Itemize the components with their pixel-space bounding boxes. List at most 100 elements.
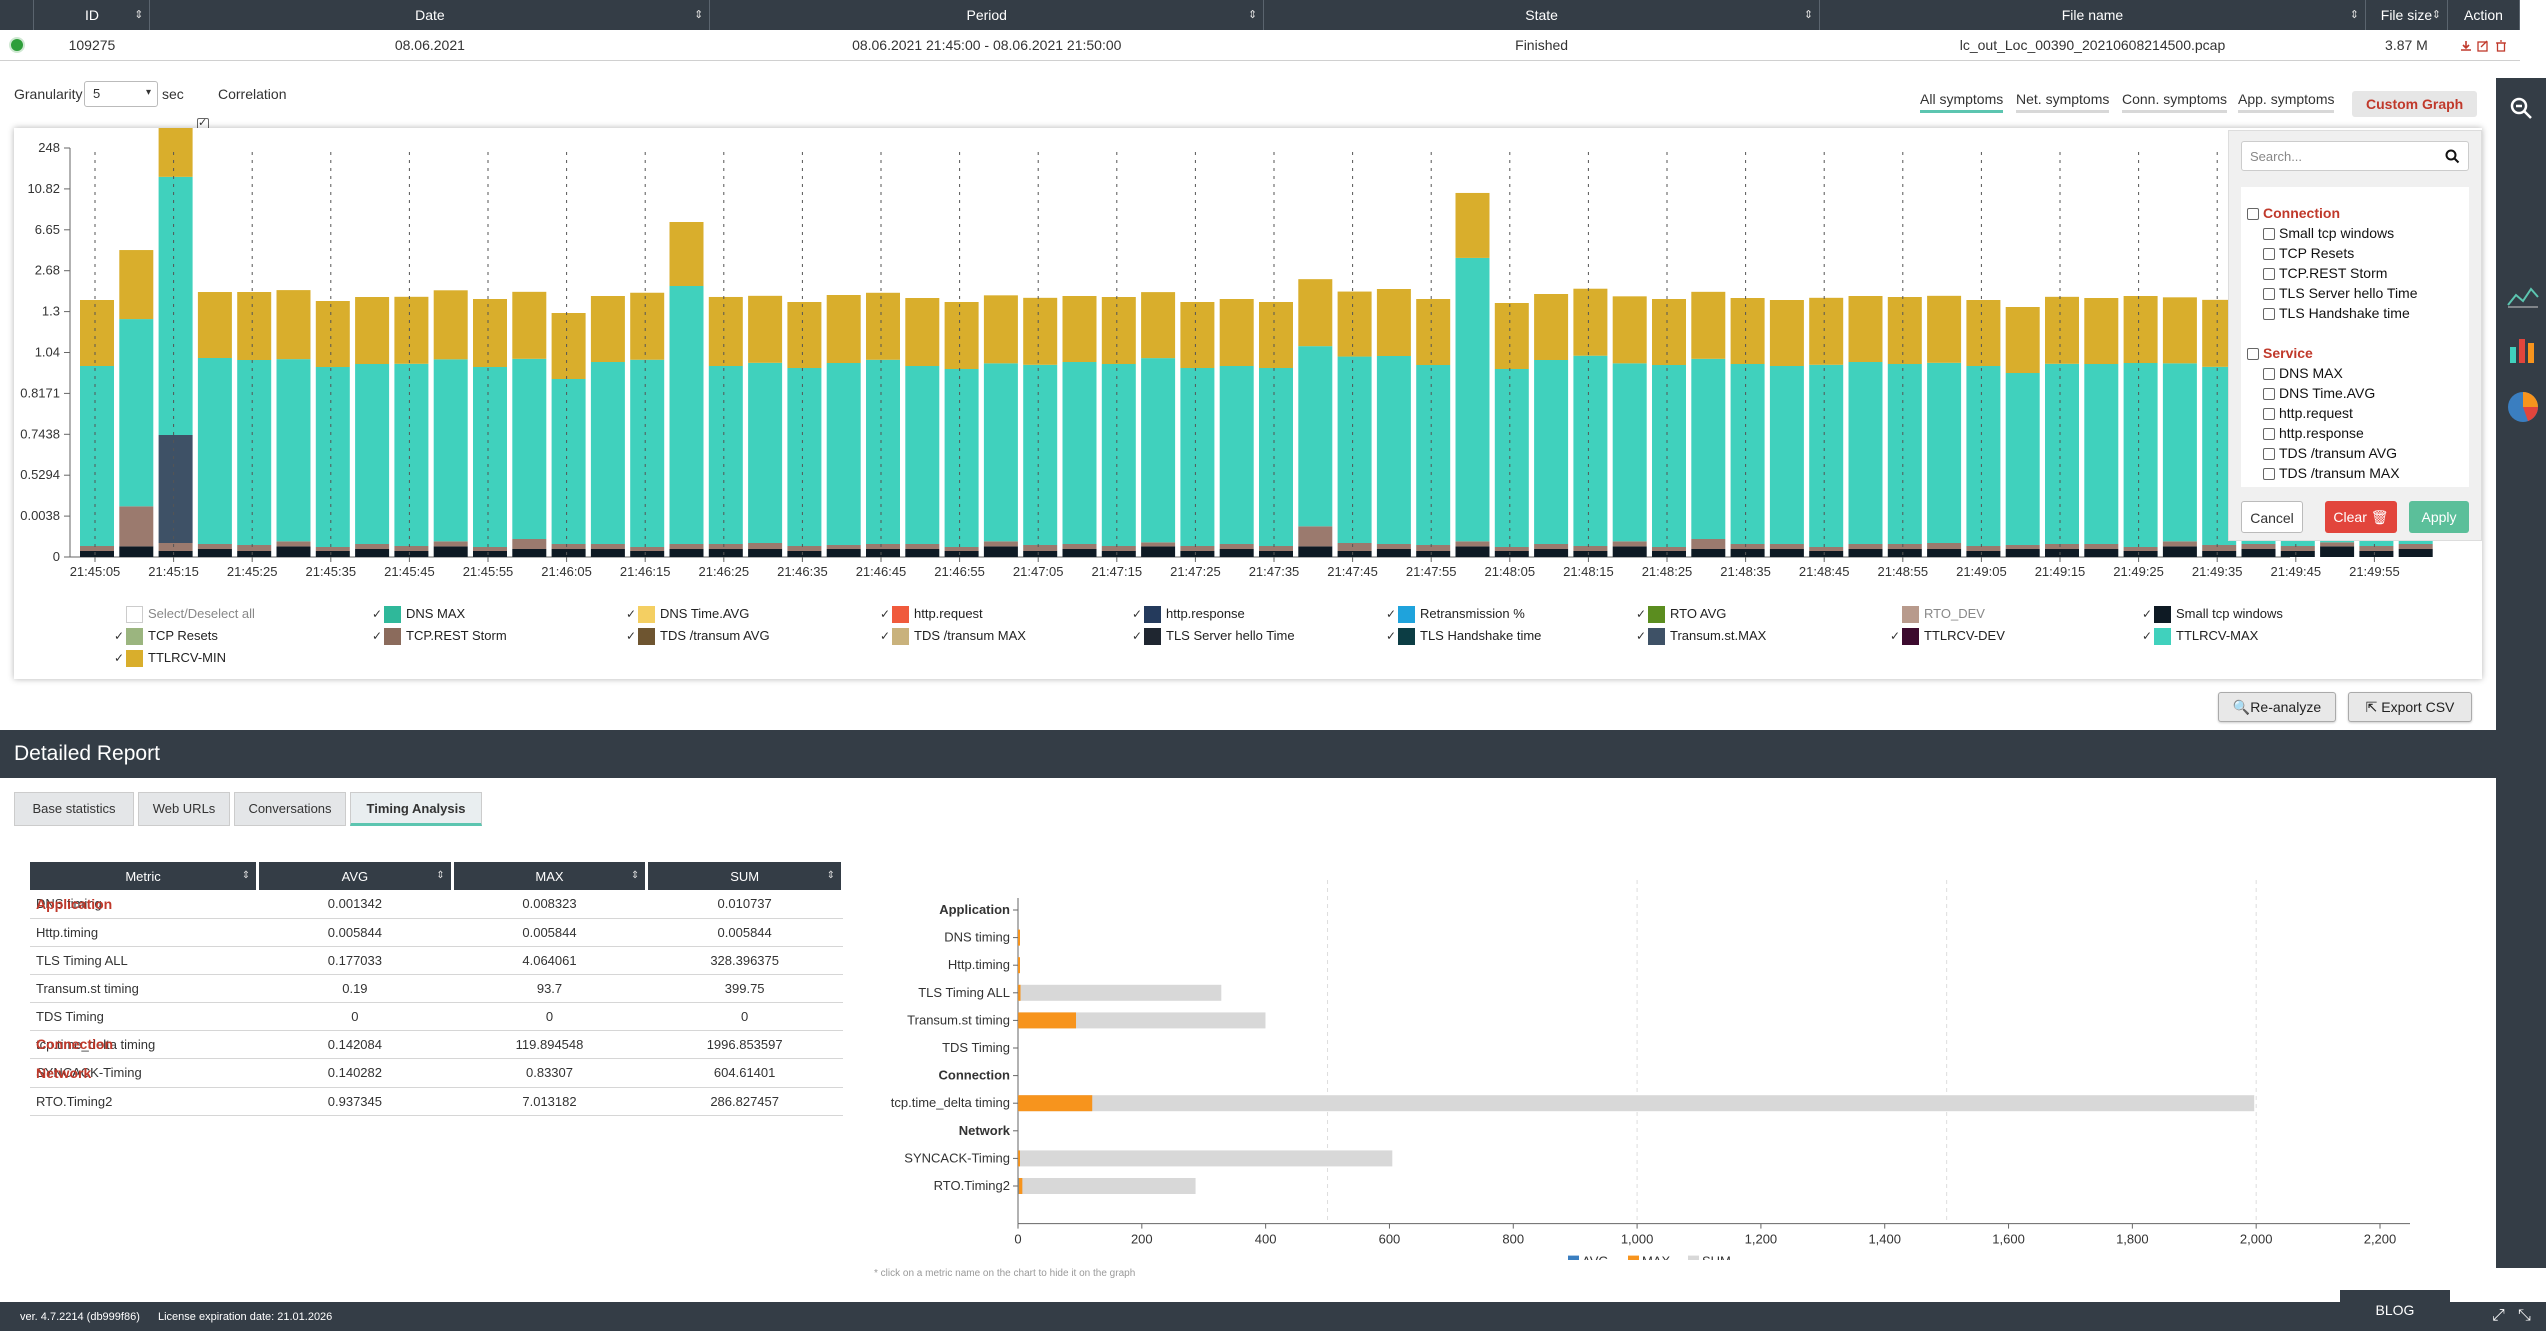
metric-search-input[interactable]: Search... <box>2241 141 2469 171</box>
granularity-select[interactable]: 5 ▾ <box>84 81 158 107</box>
metric-option[interactable]: TLS Server hello Time <box>2263 285 2418 301</box>
legend-item[interactable]: ✓ Retransmission % <box>1386 606 1525 624</box>
group-checkbox[interactable] <box>2247 348 2259 361</box>
custom-graph-button[interactable]: Custom Graph <box>2352 91 2478 117</box>
col-header-file-name[interactable]: File name ⇕ <box>1819 0 2366 30</box>
metric-option[interactable]: DNS Time.AVG <box>2263 385 2375 401</box>
legend-item[interactable]: ✓ TTLRCV-DEV <box>1890 628 2005 646</box>
col-header-metric[interactable]: Metric ⇕ <box>30 862 260 890</box>
col-header-state[interactable]: State ⇕ <box>1263 0 1821 30</box>
legend-item[interactable]: ✓ RTO AVG <box>1636 606 1726 624</box>
tab-conn-symptoms[interactable]: Conn. symptoms <box>2122 91 2228 113</box>
option-checkbox[interactable] <box>2263 308 2275 321</box>
col-header-sum[interactable]: SUM ⇕ <box>646 862 844 890</box>
legend-swatch <box>1648 606 1665 624</box>
reanalyze-icon[interactable] <box>2477 40 2489 52</box>
option-checkbox[interactable] <box>2263 448 2275 461</box>
tab-base-statistics[interactable]: Base statistics <box>14 792 134 826</box>
chart-metric-label[interactable]: TDS Timing <box>942 1040 1010 1055</box>
pie-chart-icon[interactable] <box>2506 390 2540 424</box>
option-checkbox[interactable] <box>2263 248 2275 261</box>
metric-option[interactable]: TDS /transum AVG <box>2263 445 2397 461</box>
legend-item[interactable]: ✓ Transum.st.MAX <box>1636 628 1766 646</box>
metric-option[interactable]: TCP Resets <box>2263 245 2354 261</box>
metric-option[interactable]: Small tcp windows <box>2263 225 2394 241</box>
option-checkbox[interactable] <box>2263 388 2275 401</box>
legend-item[interactable]: ✓ TTLRCV-MIN <box>114 650 226 668</box>
chart-metric-label[interactable]: TLS Timing ALL <box>918 985 1010 1000</box>
tab-all-symptoms[interactable]: All symptoms <box>1920 91 2004 113</box>
legend-item[interactable]: ✓ http.response <box>1132 606 1245 624</box>
legend-swatch[interactable] <box>1628 1255 1639 1260</box>
col-header-avg[interactable]: AVG ⇕ <box>257 862 454 890</box>
legend-item[interactable]: ✓ TDS /transum AVG <box>626 628 770 646</box>
option-checkbox[interactable] <box>2263 368 2275 381</box>
legend-item[interactable]: ✓ Small tcp windows <box>2142 606 2283 624</box>
option-checkbox[interactable] <box>2263 408 2275 421</box>
legend-swatch[interactable] <box>1568 1255 1579 1260</box>
col-header-date[interactable]: Date ⇕ <box>149 0 711 30</box>
metric-group-service[interactable]: Service <box>2247 345 2313 361</box>
tab-app-symptoms[interactable]: App. symptoms <box>2238 91 2335 113</box>
option-checkbox[interactable] <box>2263 228 2275 241</box>
legend-item[interactable]: ✓ TLS Handshake time <box>1386 628 1541 646</box>
option-checkbox[interactable] <box>2263 288 2275 301</box>
search-icon[interactable] <box>2445 149 2460 164</box>
line-chart-icon[interactable] <box>2506 283 2540 309</box>
metric-option[interactable]: http.response <box>2263 425 2364 441</box>
metric-option[interactable]: http.request <box>2263 405 2353 421</box>
col-header-id[interactable]: ID ⇕ <box>33 0 151 30</box>
chart-metric-label[interactable]: DNS timing <box>944 930 1010 945</box>
blog-link[interactable]: BLOG <box>2340 1290 2450 1331</box>
apply-button[interactable]: Apply <box>2409 501 2469 533</box>
fullscreen-icon[interactable]: ⤡ <box>2518 1307 2531 1324</box>
cancel-button[interactable]: Cancel <box>2241 501 2303 533</box>
legend-item[interactable]: ✓ TLS Server hello Time <box>1132 628 1295 646</box>
metric-option[interactable]: TCP.REST Storm <box>2263 265 2387 281</box>
legend-label[interactable]: MAX <box>1642 1254 1671 1260</box>
expand-icon[interactable]: ⤢ <box>2492 1307 2505 1324</box>
export-csv-button[interactable]: ⇱ Export CSV <box>2348 692 2472 722</box>
chart-metric-label[interactable]: Transum.st timing <box>907 1012 1010 1027</box>
legend-item[interactable]: ✓ DNS MAX <box>372 606 465 624</box>
chart-metric-label[interactable]: tcp.time_delta timing <box>891 1095 1010 1110</box>
option-checkbox[interactable] <box>2263 428 2275 441</box>
tab-net-symptoms[interactable]: Net. symptoms <box>2016 91 2110 113</box>
metric-option[interactable]: TDS /transum MAX <box>2263 465 2400 481</box>
legend-item[interactable]: ✓ TCP.REST Storm <box>372 628 507 646</box>
tab-timing-analysis[interactable]: Timing Analysis <box>350 792 482 826</box>
tab-conversations[interactable]: Conversations <box>234 792 346 826</box>
option-checkbox[interactable] <box>2263 468 2275 481</box>
bar-segment-tcp-rest-storm <box>787 546 822 551</box>
legend-item[interactable]: ✓ DNS Time.AVG <box>626 606 749 624</box>
group-checkbox[interactable] <box>2247 208 2259 221</box>
zoom-icon[interactable] <box>2509 96 2533 120</box>
col-header-max[interactable]: MAX ⇕ <box>452 862 649 890</box>
clear-button[interactable]: Clear 🗑 <box>2325 501 2397 533</box>
option-checkbox[interactable] <box>2263 268 2275 281</box>
download-icon[interactable] <box>2460 40 2472 52</box>
legend-item[interactable]: ✓ TCP Resets <box>114 628 218 646</box>
metric-group-connection[interactable]: Connection <box>2247 205 2340 221</box>
legend-label[interactable]: SUM <box>1702 1254 1731 1260</box>
legend-item[interactable]: ✓ http.request <box>880 606 983 624</box>
reanalyze-button[interactable]: 🔍Re-analyze <box>2218 692 2336 722</box>
legend-swatch[interactable] <box>1688 1255 1699 1260</box>
metric-option[interactable]: TLS Handshake time <box>2263 305 2410 321</box>
chart-metric-label[interactable]: Http.timing <box>948 957 1010 972</box>
legend-item[interactable]: ✓ TDS /transum MAX <box>880 628 1026 646</box>
legend-item[interactable]: RTO_DEV <box>1890 606 1985 624</box>
legend-item[interactable]: ✓ TTLRCV-MAX <box>2142 628 2258 646</box>
legend-item[interactable]: Select/Deselect all <box>114 606 255 624</box>
col-header-period[interactable]: Period ⇕ <box>709 0 1265 30</box>
col-header-file-size[interactable]: File size ⇕ <box>2365 0 2448 30</box>
delete-icon[interactable] <box>2495 40 2507 52</box>
bar-chart-icon[interactable] <box>2508 333 2538 363</box>
metric-option[interactable]: DNS MAX <box>2263 365 2343 381</box>
tab-web-urls[interactable]: Web URLs <box>138 792 230 826</box>
chart-metric-label[interactable]: RTO.Timing2 <box>934 1178 1010 1193</box>
chart-metric-label[interactable]: SYNCACK-Timing <box>904 1150 1010 1165</box>
max-cell: 7.013182 <box>452 1087 647 1116</box>
file-row[interactable]: 109275 08.06.2021 08.06.2021 21:45:00 - … <box>0 30 2520 61</box>
legend-label[interactable]: AVG <box>1582 1254 1609 1260</box>
